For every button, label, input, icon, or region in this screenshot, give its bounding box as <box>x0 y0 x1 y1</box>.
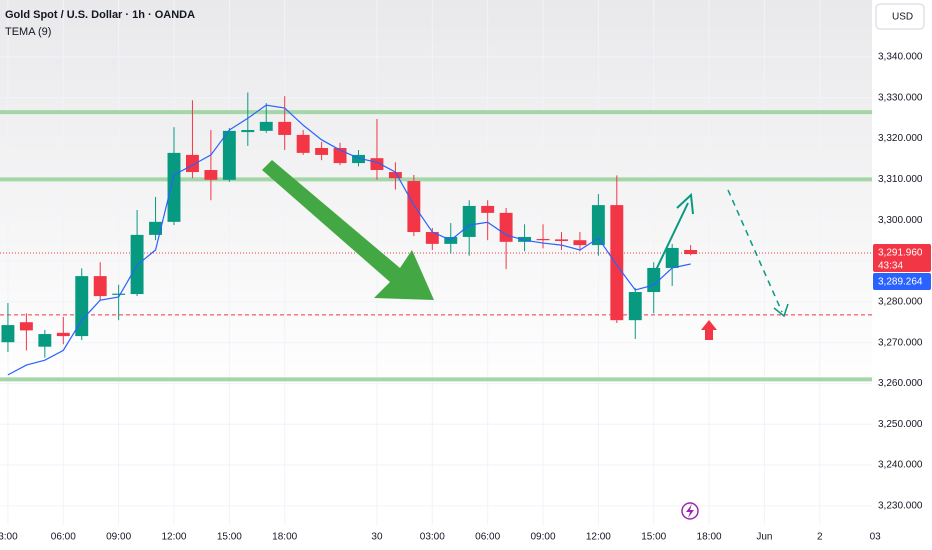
candle-body <box>19 322 33 331</box>
candle-body <box>573 240 587 246</box>
candle-body <box>388 172 402 179</box>
price-tag <box>873 244 931 273</box>
red-up-arrow <box>701 320 717 340</box>
candle-body <box>481 205 495 213</box>
candle-body <box>518 236 532 242</box>
candle-body <box>555 239 568 242</box>
x-tick-label: 15:00 <box>217 532 242 543</box>
candle-body <box>370 158 384 171</box>
event-icon-bolt <box>686 504 694 518</box>
candle-body <box>167 152 181 222</box>
x-tick-label: 09:00 <box>106 532 131 543</box>
candle-body <box>425 232 439 244</box>
y-tick-label: 3,230.000 <box>878 500 923 511</box>
x-tick-label: 2 <box>817 532 823 543</box>
candle-body <box>38 334 52 347</box>
candle-body <box>499 212 513 242</box>
price-tag-label: 3,291.960 <box>878 248 923 259</box>
y-tick-label: 3,340.000 <box>878 52 923 63</box>
candle-body <box>241 130 255 133</box>
candle-body <box>112 293 126 295</box>
price-tag <box>873 273 931 291</box>
x-tick-label: 06:00 <box>51 532 76 543</box>
candle-body <box>278 121 292 135</box>
y-tick-label: 3,270.000 <box>878 337 923 348</box>
candle-body <box>296 134 310 153</box>
x-tick-label: 3:00 <box>0 532 18 543</box>
countdown-label: 43:34 <box>878 261 903 272</box>
candle-body <box>149 221 163 235</box>
candle-body <box>259 121 273 131</box>
y-tick-label: 3,280.000 <box>878 296 923 307</box>
candle-body <box>610 205 624 321</box>
candle-body <box>352 154 365 164</box>
x-tick-label: 06:00 <box>475 532 500 543</box>
down-arrow-annotation <box>262 160 434 300</box>
candle-body <box>1 325 15 343</box>
y-tick-label: 3,330.000 <box>878 92 923 103</box>
y-tick-label: 3,240.000 <box>878 460 923 471</box>
x-tick-label: 03 <box>870 532 882 543</box>
candle-body <box>222 130 236 180</box>
candle-body <box>407 181 421 233</box>
x-tick-label: 18:00 <box>697 532 722 543</box>
candle-body <box>647 267 661 293</box>
candle-body <box>75 276 89 337</box>
candle-body <box>628 292 642 321</box>
x-tick-label: 18:00 <box>272 532 297 543</box>
y-tick-label: 3,320.000 <box>878 133 923 144</box>
x-tick-label: 15:00 <box>641 532 666 543</box>
candle-body <box>536 238 550 241</box>
price-tag-label: 3,289.264 <box>878 277 923 288</box>
indicator-label: TEMA (9) <box>5 26 51 38</box>
plot-background <box>0 0 872 525</box>
candle-body <box>93 276 107 297</box>
currency-button[interactable] <box>875 3 925 30</box>
candle-body <box>665 247 679 268</box>
candle-body <box>185 154 199 173</box>
x-tick-label: 12:00 <box>161 532 186 543</box>
up-arrow-annotation <box>655 202 689 271</box>
candle-body <box>204 170 218 180</box>
up-arrow-head <box>676 192 694 215</box>
y-tick-label: 3,250.000 <box>878 419 923 430</box>
y-tick-label: 3,310.000 <box>878 174 923 185</box>
tema-line <box>7 104 691 376</box>
candle-body <box>56 332 70 337</box>
x-tick-label: 03:00 <box>420 532 445 543</box>
x-tick-label: 09:00 <box>531 532 556 543</box>
x-tick-label: Jun <box>756 532 772 543</box>
x-tick-label: 30 <box>371 532 383 543</box>
dashed-arrow-head <box>773 303 789 318</box>
candle-body <box>462 205 476 237</box>
chart-title: Gold Spot / U.S. Dollar · 1h · OANDA <box>5 9 195 21</box>
x-tick-label: 12:00 <box>586 532 611 543</box>
time-axis <box>0 525 872 550</box>
candle-body <box>684 249 698 255</box>
candle-body <box>315 147 329 155</box>
currency-label: USD <box>892 12 913 23</box>
y-tick-label: 3,300.000 <box>878 215 923 226</box>
y-tick-label: 3,260.000 <box>878 378 923 389</box>
dashed-arrow-annotation <box>727 189 783 313</box>
candle-body <box>591 205 605 246</box>
